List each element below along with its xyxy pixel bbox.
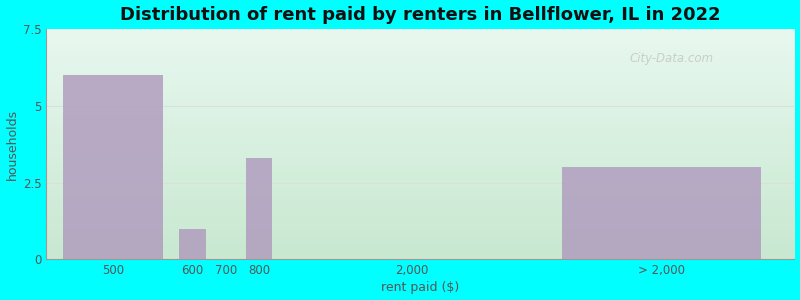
Bar [63, 75, 162, 260]
Y-axis label: households: households [6, 109, 18, 180]
Bar [562, 167, 761, 260]
Bar [246, 158, 272, 260]
Bar [179, 229, 206, 260]
X-axis label: rent paid ($): rent paid ($) [382, 281, 459, 294]
Title: Distribution of rent paid by renters in Bellflower, IL in 2022: Distribution of rent paid by renters in … [120, 6, 721, 24]
Text: City-Data.com: City-Data.com [630, 52, 714, 65]
